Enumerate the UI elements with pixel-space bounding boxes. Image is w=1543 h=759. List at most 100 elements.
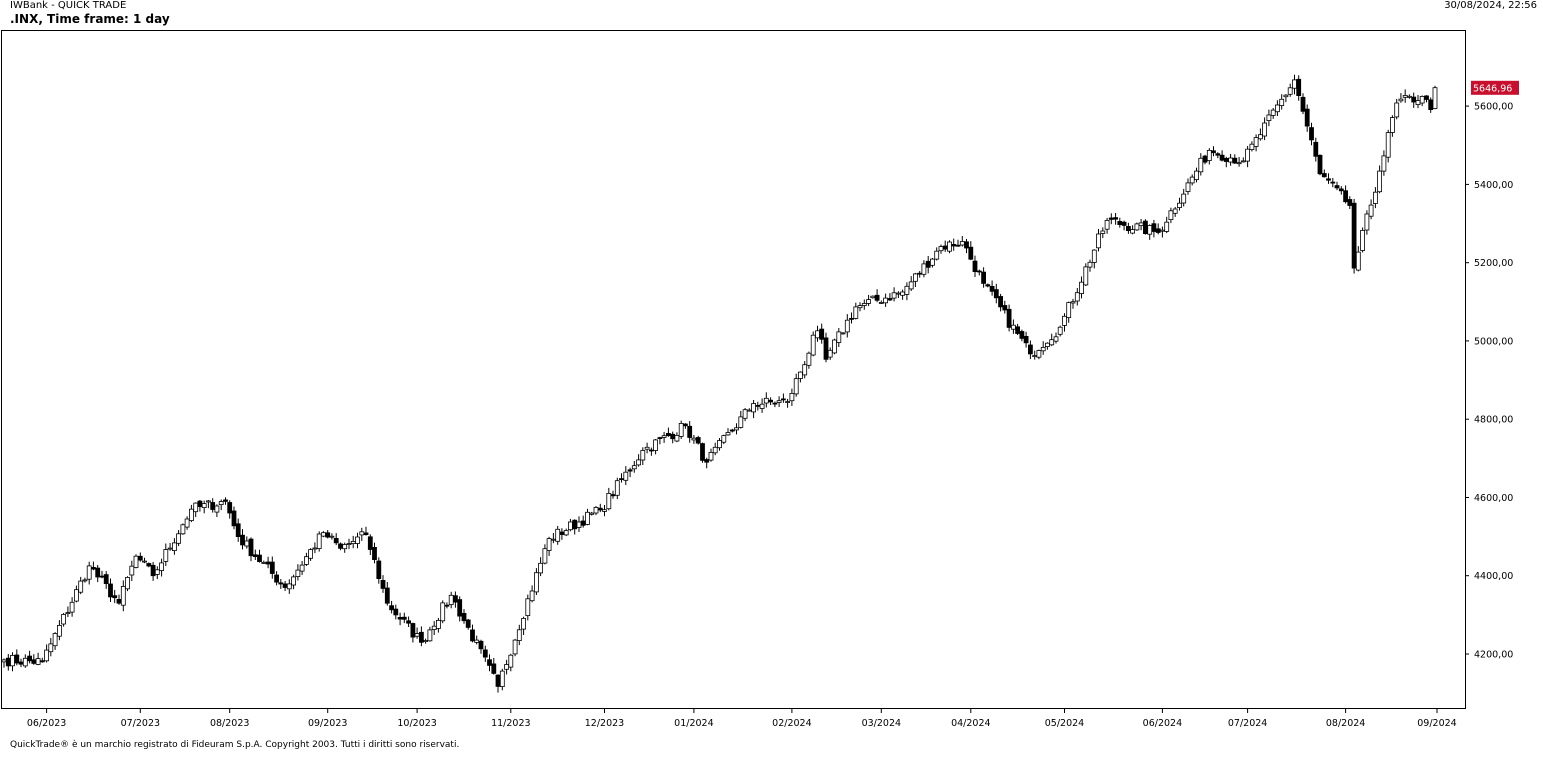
candle-body (781, 398, 786, 401)
candle-body (1198, 157, 1204, 173)
candle (1432, 85, 1438, 110)
candle (35, 652, 41, 666)
x-tick-label: 06/2023 (27, 718, 66, 729)
x-tick-label: 06/2024 (1143, 718, 1182, 729)
candle (108, 578, 113, 602)
candle (521, 616, 526, 635)
candle-body (789, 392, 795, 402)
candle (768, 397, 773, 406)
candle (964, 239, 969, 254)
candle (721, 434, 727, 445)
candle-body (993, 289, 999, 299)
candle (227, 500, 233, 519)
candle (291, 574, 297, 590)
candle (610, 490, 616, 499)
candle (930, 258, 935, 268)
candle-body (1262, 122, 1267, 137)
candle (457, 596, 463, 622)
candle (925, 256, 931, 274)
candle-body (721, 435, 727, 443)
candle-body (248, 538, 254, 557)
candle (1189, 174, 1195, 186)
candle (176, 530, 182, 547)
x-tick-label: 01/2024 (674, 718, 713, 729)
candle (602, 505, 607, 517)
candle (397, 612, 403, 626)
candle (452, 591, 458, 608)
x-tick-label: 10/2023 (397, 718, 436, 729)
candle-body (521, 618, 526, 630)
candle (1096, 229, 1101, 252)
candle (1117, 217, 1123, 228)
candle-body (870, 295, 876, 299)
candle (947, 240, 952, 254)
candle (223, 497, 228, 505)
candle (1351, 198, 1357, 274)
candle (257, 549, 262, 563)
candle-body (320, 532, 326, 537)
candle-body (1223, 157, 1229, 162)
candle (393, 604, 399, 620)
candle (798, 371, 803, 383)
candle (1368, 199, 1374, 220)
candle-body (1215, 153, 1221, 156)
candle (1258, 128, 1263, 141)
candle (597, 503, 603, 513)
candle (299, 561, 305, 575)
candle-body (316, 533, 322, 550)
candle (248, 537, 254, 562)
candle (1355, 246, 1361, 272)
candle (593, 506, 599, 516)
candle-body (69, 601, 75, 613)
candle-body (636, 459, 641, 466)
candle-body (167, 547, 173, 550)
candle-body (1266, 114, 1272, 121)
candle (989, 280, 995, 296)
x-tick-label: 11/2023 (491, 718, 530, 729)
candle-body (423, 640, 429, 643)
candle-body (1126, 225, 1131, 231)
candle-body (976, 270, 982, 273)
candle (367, 534, 373, 555)
candle (823, 332, 829, 363)
candle (5, 654, 11, 671)
candle (1032, 350, 1038, 360)
candle (410, 622, 416, 643)
candle-body (389, 605, 395, 611)
candle-body (836, 331, 842, 343)
candle (938, 244, 944, 254)
candle-body (1130, 229, 1135, 234)
candle-body (435, 620, 441, 629)
candle (320, 531, 326, 538)
candle-body (487, 659, 492, 666)
candle-body (1351, 202, 1357, 269)
candle (508, 653, 514, 672)
candle (10, 652, 15, 672)
candle-body (674, 434, 680, 442)
candle (683, 423, 688, 429)
x-tick-label: 07/2024 (1228, 718, 1267, 729)
candle (154, 566, 160, 580)
y-tick-label: 4400,00 (1474, 571, 1513, 582)
candle-body (947, 241, 952, 252)
candle-body (576, 521, 582, 528)
candle (61, 613, 66, 627)
candle (214, 504, 220, 517)
candle (1194, 167, 1199, 183)
candle (1377, 165, 1382, 194)
candle (1321, 169, 1327, 178)
candle-body (866, 299, 871, 304)
candle (39, 657, 45, 663)
candle (725, 428, 731, 436)
candle (1228, 153, 1233, 166)
candle (1177, 197, 1182, 211)
candle (1049, 333, 1055, 347)
candle (252, 549, 258, 560)
candle (1057, 325, 1063, 337)
candle-body (823, 337, 829, 360)
candle-body (176, 533, 182, 544)
candle (1415, 95, 1421, 109)
candle-body (125, 577, 130, 590)
candle (704, 457, 710, 469)
